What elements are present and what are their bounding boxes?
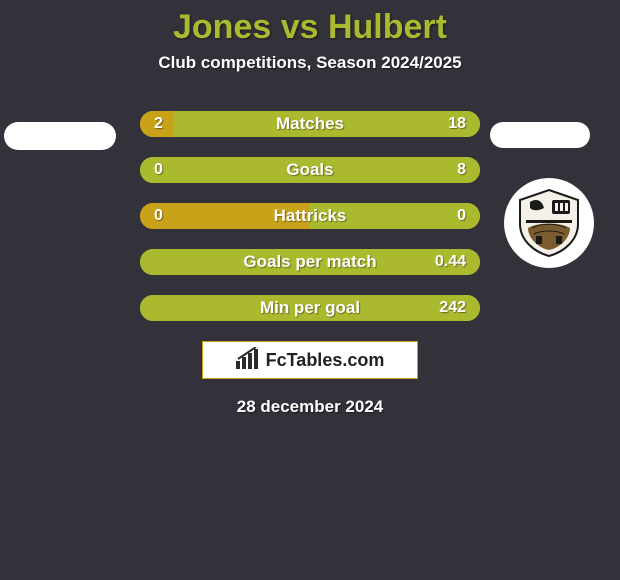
page-title: Jones vs Hulbert — [0, 8, 620, 47]
stat-label: Goals per match — [140, 249, 480, 275]
date-label: 28 december 2024 — [0, 397, 620, 417]
stat-value-right: 18 — [448, 111, 466, 137]
stat-row: Matches2 18 — [140, 111, 480, 137]
stat-row: Min per goal242 — [140, 295, 480, 321]
stat-value-right: 8 — [457, 157, 466, 183]
player-right-badge — [490, 122, 590, 148]
stat-label: Matches — [140, 111, 480, 137]
stat-value-left: 0 — [154, 157, 163, 183]
stat-row: Goals per match0.44 — [140, 249, 480, 275]
player-right-crest — [504, 178, 594, 268]
bars-icon — [236, 347, 262, 374]
stat-row: Goals0 8 — [140, 157, 480, 183]
stat-label: Hattricks — [140, 203, 480, 229]
stat-value-right: 0 — [457, 203, 466, 229]
stat-label: Goals — [140, 157, 480, 183]
stat-label: Min per goal — [140, 295, 480, 321]
shield-icon — [512, 186, 586, 260]
stat-value-left: 2 — [154, 111, 163, 137]
comparison-card: Jones vs Hulbert Club competitions, Seas… — [0, 0, 620, 580]
crest-emblem — [504, 178, 594, 268]
attribution-text: FcTables.com — [266, 350, 385, 371]
attribution-badge: FcTables.com — [202, 341, 418, 379]
page-subtitle: Club competitions, Season 2024/2025 — [0, 53, 620, 73]
stat-value-left: 0 — [154, 203, 163, 229]
stat-row: Hattricks0 0 — [140, 203, 480, 229]
player-left-badge — [4, 122, 116, 150]
stat-value-right: 0.44 — [435, 249, 466, 275]
stats-container: Matches218Goals08Hattricks00Goals per ma… — [140, 111, 480, 321]
stat-value-right: 242 — [439, 295, 466, 321]
